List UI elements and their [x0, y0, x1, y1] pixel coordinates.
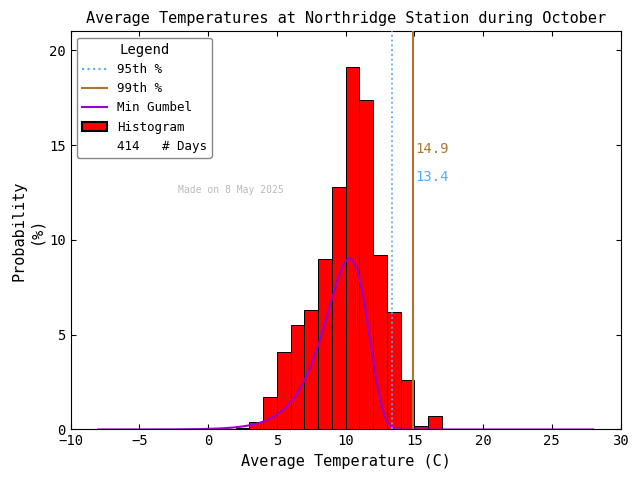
Text: 14.9: 14.9 — [415, 142, 449, 156]
Bar — [318, 259, 332, 430]
Bar — [277, 352, 291, 430]
Bar — [401, 380, 414, 430]
Text: 13.4: 13.4 — [415, 170, 449, 184]
Bar — [291, 325, 305, 430]
Legend: 95th %, 99th %, Min Gumbel, Histogram, 414   # Days: 95th %, 99th %, Min Gumbel, Histogram, 4… — [77, 38, 212, 158]
Bar — [305, 310, 318, 430]
Bar — [414, 426, 428, 430]
Bar — [387, 312, 401, 430]
Bar — [346, 68, 359, 430]
Bar — [263, 397, 277, 430]
Bar — [428, 416, 442, 430]
Title: Average Temperatures at Northridge Station during October: Average Temperatures at Northridge Stati… — [86, 11, 605, 26]
X-axis label: Average Temperature (C): Average Temperature (C) — [241, 454, 451, 469]
Text: Made on 8 May 2025: Made on 8 May 2025 — [178, 185, 284, 195]
Bar — [236, 428, 250, 430]
Bar — [332, 187, 346, 430]
Bar — [373, 255, 387, 430]
Bar — [250, 422, 263, 430]
Bar — [359, 100, 373, 430]
Y-axis label: Probability
(%): Probability (%) — [11, 180, 44, 281]
